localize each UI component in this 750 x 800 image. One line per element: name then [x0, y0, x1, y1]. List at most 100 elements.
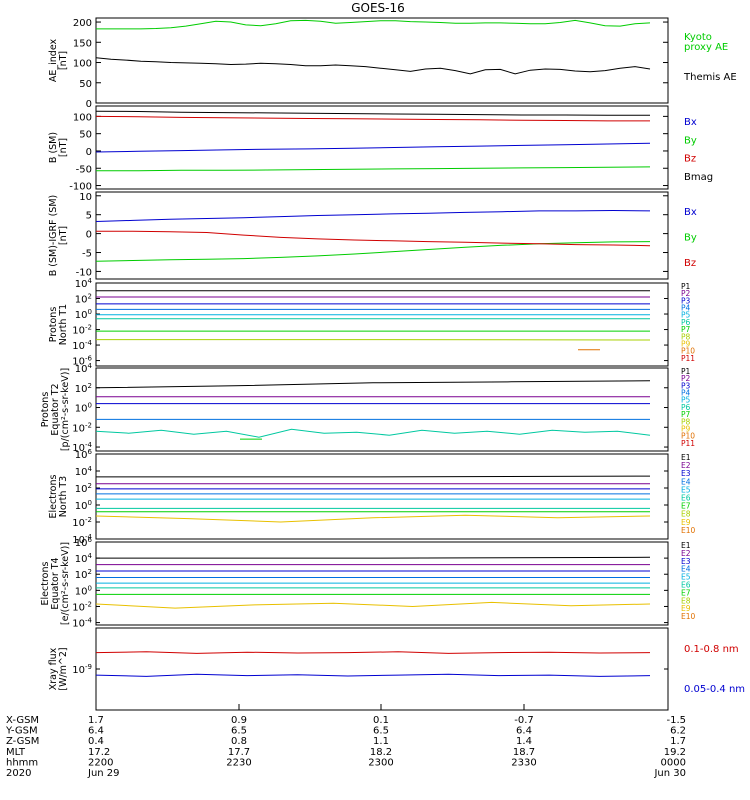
- ephemeris-value: 0.4: [88, 736, 104, 747]
- series-line-e1: [96, 475, 651, 478]
- tick-exponent: 4: [88, 277, 93, 285]
- ephemeris-value: 18.7: [513, 747, 535, 758]
- legend-entry: E6: [681, 581, 691, 590]
- ephemeris-value: Jun 29: [87, 768, 120, 779]
- tick-base: 10: [72, 326, 85, 337]
- tick-base: 10: [75, 570, 88, 581]
- tick-exponent: -2: [85, 421, 92, 429]
- series-line-by: [95, 241, 651, 262]
- legend-entry: P9: [681, 424, 691, 433]
- tick-exponent: -2: [85, 600, 92, 608]
- legend-entry: P8: [681, 417, 691, 426]
- legend-entry: P1: [681, 367, 691, 376]
- tick-exponent: 2: [88, 568, 92, 576]
- legend-entry: E3: [681, 557, 691, 566]
- panel-2: -100 -50 0 50 100 B (SM) [nT] Bx By Bz Bmag: [48, 105, 713, 193]
- legend-entry: E8: [681, 510, 691, 519]
- legend-entry: P4: [681, 389, 691, 398]
- tick-base: 10: [72, 535, 85, 546]
- y-tick-label: -5: [82, 249, 92, 260]
- y-tick-label: 100: [73, 112, 92, 123]
- tick-base: 10: [72, 357, 85, 368]
- tick-exponent: 0: [88, 402, 92, 410]
- y-tick-label: 10-9: [72, 663, 92, 676]
- y-tick-label: 100: [75, 584, 92, 597]
- y-axis-label: [W/m^2]: [58, 647, 69, 690]
- tick-exponent: 0: [88, 308, 92, 316]
- y-axis-label: [p/(cm²-s-sr-keV)]: [60, 368, 71, 451]
- ephemeris-value: 0.1: [373, 715, 389, 726]
- legend-entry: E4: [681, 477, 691, 486]
- legend-entry: P7: [681, 325, 691, 334]
- tick-exponent: 2: [88, 482, 92, 490]
- legend-entry: 0.05-0.4 nm: [684, 684, 745, 695]
- series-line-themis-ae: [95, 57, 651, 75]
- tick-exponent: -6: [85, 355, 93, 363]
- ephemeris-value: 2230: [226, 757, 251, 768]
- legend-entry: E7: [681, 502, 691, 511]
- tick-base: 10: [75, 279, 88, 290]
- legend-entry: E5: [681, 573, 691, 582]
- y-axis-label: Equator T4: [50, 557, 61, 609]
- panel-3: -10 -5 0 5 10 B (SM)-IGRF (SM) [nT] Bx By Bz: [48, 191, 697, 280]
- legend-entry: P3: [681, 296, 691, 305]
- ephemeris-value: 0.9: [231, 715, 247, 726]
- tick-base: 10: [72, 665, 85, 676]
- ephemeris-value: 6.4: [88, 726, 104, 737]
- y-axis-label: [e/(cm²-s-sr-keV)]: [60, 542, 71, 625]
- panel-frame: [95, 17, 669, 104]
- ephemeris-row-label: 2020: [6, 768, 31, 779]
- panel-frame: [95, 191, 669, 280]
- legend-entry: P11: [681, 439, 695, 448]
- y-tick-label: 102: [75, 293, 92, 306]
- tick-base: 10: [72, 341, 85, 352]
- legend-entry: 0.1-0.8 nm: [684, 644, 739, 655]
- legend-entry: P1: [681, 282, 691, 291]
- tick-base: 10: [72, 602, 85, 613]
- series-line-by: [96, 166, 651, 172]
- ephemeris-value: 17.7: [228, 747, 250, 758]
- bottom-ephemeris-axis: X-GSM 1.7 0.9 0.1 -0.7 -1.5 Y-GSM 6.4 6.5 6.5 6.4 6…: [5, 704, 686, 779]
- tick-base: 10: [75, 364, 88, 375]
- ephemeris-value: 1.4: [516, 736, 532, 747]
- y-tick-label: 50: [79, 130, 92, 141]
- legend-entry: Kyoto: [684, 32, 712, 43]
- y-axis-label: AE_index: [48, 39, 59, 83]
- y-axis-label: Electrons: [48, 474, 59, 518]
- y-tick-label: 104: [75, 362, 93, 375]
- ephemeris-value: 6.5: [231, 726, 247, 737]
- legend-entry: E5: [681, 485, 691, 494]
- tick-exponent: 6: [88, 448, 93, 456]
- ephemeris-value: 17.2: [88, 747, 110, 758]
- panel-frame: [95, 453, 669, 540]
- y-tick-label: 200: [73, 18, 92, 29]
- y-axis-label: Xray flux: [48, 647, 59, 690]
- panel-frame: [95, 367, 669, 452]
- y-tick-label: 10-6: [72, 355, 92, 368]
- ephemeris-row-label: Y-GSM: [5, 726, 38, 737]
- y-axis-label: Protons: [40, 392, 51, 428]
- ephemeris-value: 19.2: [664, 747, 686, 758]
- legend-entry: E7: [681, 588, 691, 597]
- y-axis-label: North T3: [58, 476, 69, 517]
- tick-base: 10: [75, 586, 88, 597]
- y-axis-label: [nT]: [58, 138, 69, 157]
- ephemeris-value: 0000: [661, 757, 686, 768]
- legend-entry: By: [684, 135, 697, 146]
- y-axis-label: Protons: [48, 307, 59, 343]
- y-tick-label: 102: [75, 568, 92, 581]
- tick-base: 10: [75, 554, 88, 565]
- panel-frame: [95, 627, 669, 711]
- series-line-0-05-0-4-nm: [95, 673, 651, 677]
- tick-exponent: -4: [85, 339, 93, 347]
- legend-entry: E8: [681, 596, 691, 605]
- tick-base: 10: [75, 501, 88, 512]
- series-line-p6: [95, 428, 651, 438]
- tick-exponent: 4: [88, 465, 93, 473]
- y-tick-label: -10: [76, 267, 92, 278]
- tick-base: 10: [72, 518, 85, 529]
- tick-base: 10: [75, 310, 88, 321]
